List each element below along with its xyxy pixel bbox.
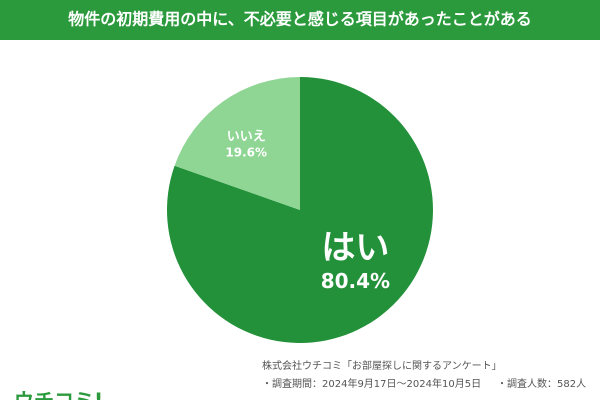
survey-count: ・調査人数：582人 bbox=[497, 377, 586, 390]
survey-period: ・調査期間：2024年9月17日〜2024年10月5日 bbox=[262, 377, 481, 390]
slice-label: いいえ bbox=[227, 129, 266, 144]
pie-slice bbox=[174, 77, 300, 210]
chart-title: 物件の初期費用の中に、不必要と感じる項目があったことがある bbox=[68, 10, 532, 29]
slice-label: はい bbox=[321, 228, 389, 268]
source: 株式会社ウチコミ「お部屋探しに関するアンケート」 bbox=[262, 359, 502, 372]
title-banner bbox=[0, 0, 600, 40]
value-label: 19.6% bbox=[225, 145, 267, 159]
logo: ウチコミ! bbox=[14, 389, 103, 400]
value-label: 80.4% bbox=[321, 269, 390, 293]
